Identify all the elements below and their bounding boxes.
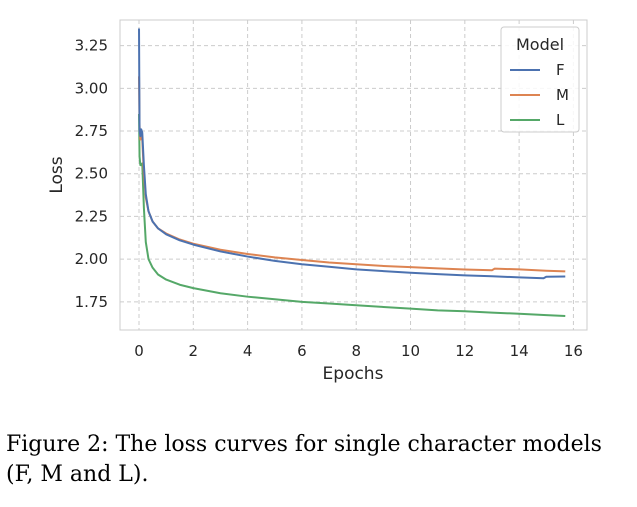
x-tick-label: 0 (134, 342, 144, 360)
x-tick-label: 16 (564, 342, 583, 360)
x-tick-label: 4 (243, 342, 253, 360)
y-tick-label: 2.75 (75, 122, 108, 140)
series-layer (138, 28, 566, 317)
legend-label-L: L (556, 111, 565, 129)
x-tick-label: 14 (510, 342, 529, 360)
figure-caption: Figure 2: The loss curves for single cha… (6, 432, 602, 487)
loss-chart: 0 2 4 6 8 10 12 14 16 1.75 2.00 2.25 2.50 2.75 3.00 3.… (47, 19, 588, 384)
y-tick-label: 1.75 (75, 293, 108, 311)
legend-items: FML (510, 61, 569, 129)
series-line-F (138, 28, 566, 280)
x-tick-label: 6 (297, 342, 307, 360)
legend-label-F: F (556, 61, 565, 79)
legend-title: Model (516, 35, 564, 54)
y-axis-label: Loss (47, 156, 67, 193)
y-tick-label: 3.25 (75, 37, 108, 55)
x-tick-label: 10 (401, 342, 420, 360)
loss-chart-svg: 0 2 4 6 8 10 12 14 16 1.75 2.00 2.25 2.50 2.75 3.00 3.… (47, 19, 588, 384)
y-tick-label: 3.00 (75, 79, 108, 97)
legend-box (500, 26, 580, 133)
y-tick-label: 2.00 (75, 250, 108, 268)
x-axis-label: Epochs (323, 364, 384, 384)
series-line-L (138, 113, 566, 317)
x-axis-ticks: 0 2 4 6 8 10 12 14 16 (134, 342, 583, 360)
y-axis-ticks: 1.75 2.00 2.25 2.50 2.75 3.00 3.25 (75, 37, 108, 311)
legend: Model FML (500, 26, 580, 133)
x-tick-label: 2 (189, 342, 199, 360)
y-tick-label: 2.50 (75, 165, 108, 183)
legend-label-M: M (556, 86, 569, 104)
y-tick-label: 2.25 (75, 207, 108, 225)
x-tick-label: 12 (455, 342, 474, 360)
x-tick-label: 8 (351, 342, 361, 360)
